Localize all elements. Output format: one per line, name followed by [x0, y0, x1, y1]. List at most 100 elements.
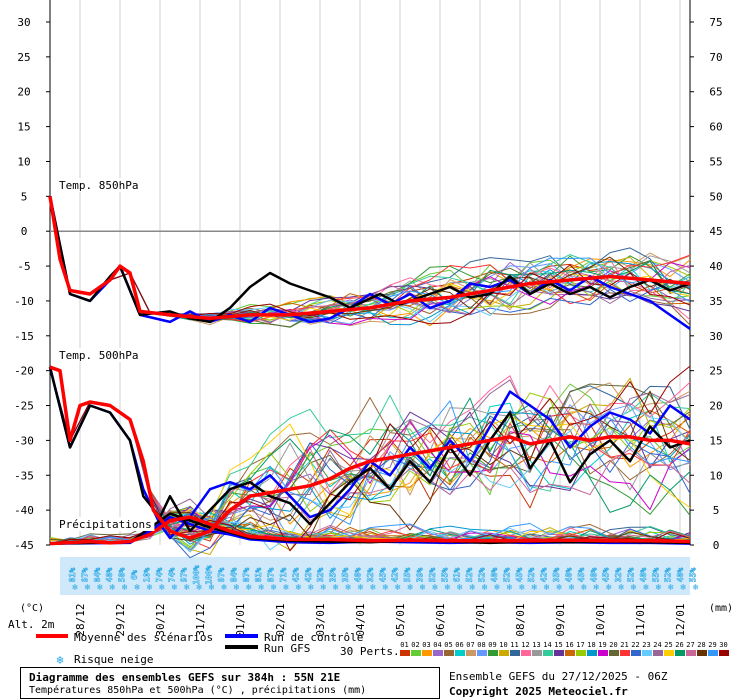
perturbation-number: 01	[400, 641, 408, 649]
snow-risk-percent: 97%	[180, 568, 189, 583]
perturbation-swatch	[642, 650, 652, 656]
snowflake-icon: ❄	[469, 583, 475, 593]
legend-gfs-label: Run GFS	[264, 642, 310, 655]
snowflake-icon: ❄	[283, 583, 289, 593]
snowflake-icon: ❄	[72, 583, 78, 593]
snowflake-icon: ❄	[432, 583, 438, 593]
snowflake-icon: ❄	[122, 583, 128, 593]
snowflake-icon: ❄	[308, 583, 314, 593]
snow-risk-percent: 48%	[564, 568, 573, 583]
mean-line-t500	[49, 365, 691, 540]
perturbation-number: 08	[477, 641, 485, 649]
perturbation-swatch	[543, 650, 553, 656]
snow-risk-percent: 74%	[167, 568, 176, 583]
left-tick-label: -35	[14, 469, 34, 482]
left-tick-label: -10	[14, 295, 34, 308]
perturbation-swatch	[697, 650, 707, 656]
x-tick-label: 02/01	[274, 603, 287, 636]
snow-risk-percent: 39%	[416, 568, 425, 583]
x-tick-label: 31/12	[194, 603, 207, 636]
snow-risk-percent: 84%	[229, 568, 238, 583]
footer-run-info: Ensemble GEFS du 27/12/2025 - 06Z	[449, 670, 668, 683]
snow-risk-percent: 55%	[440, 568, 449, 583]
snowflake-icon: ❄	[569, 583, 575, 593]
perturbation-number: 09	[488, 641, 496, 649]
snowflake-icon: ❄	[668, 583, 674, 593]
right-tick-label: 50	[709, 190, 722, 203]
x-tick-label: 28/12	[74, 603, 87, 636]
snow-risk-percent: 55%	[651, 568, 660, 583]
snowflake-icon: ❄	[482, 583, 488, 593]
perturbation-number: 27	[686, 641, 694, 649]
perturbation-number: 28	[697, 641, 705, 649]
snowflake-icon: ❄	[246, 583, 252, 593]
snow-risk-percent: 52%	[428, 568, 437, 583]
legend-perts-label: 30 Perts.	[340, 645, 400, 658]
snowflake-icon: ❄	[97, 583, 103, 593]
perturbation-swatch	[565, 650, 575, 656]
perturbation-number: 30	[719, 641, 727, 649]
x-tick-label: 29/12	[114, 603, 127, 636]
snow-risk-percent: 45%	[515, 568, 524, 583]
perturbation-number: 02	[411, 641, 419, 649]
footer-subtitle: Températures 850hPa et 500hPa (°C) , pré…	[29, 685, 367, 696]
perturbation-number: 10	[499, 641, 507, 649]
perturbation-number: 03	[422, 641, 430, 649]
right-tick-label: 20	[709, 400, 722, 413]
x-tick-label: 30/12	[154, 603, 167, 636]
snowflake-icon: ❄	[519, 583, 525, 593]
left-tick-label: 20	[17, 86, 30, 99]
perturbation-number: 26	[675, 641, 683, 649]
perturbation-swatch	[609, 650, 619, 656]
snowflake-icon: ❄	[618, 583, 624, 593]
legend-snowflake-icon: ❄	[56, 653, 63, 667]
snow-risk-percent: 10%	[142, 568, 151, 583]
x-tick-label: 11/01	[634, 603, 647, 636]
perturbation-number: 25	[664, 641, 672, 649]
snowflake-icon: ❄	[656, 583, 662, 593]
perturbation-swatch	[675, 650, 685, 656]
snow-risk-percent: 71%	[279, 568, 288, 583]
perturbation-number: 12	[521, 641, 529, 649]
snowflake-icon: ❄	[606, 583, 612, 593]
perturbation-number: 29	[708, 641, 716, 649]
right-tick-label: 60	[709, 121, 722, 134]
perturbation-swatch	[488, 650, 498, 656]
left-tick-label: -20	[14, 365, 34, 378]
right-tick-label: 75	[709, 16, 722, 29]
snow-risk-percent: 61%	[453, 568, 462, 583]
right-tick-label: 25	[709, 365, 722, 378]
snow-risk-percent: 42%	[391, 568, 400, 583]
snow-risk-percent: 52%	[465, 568, 474, 583]
snow-risk-percent: 84%	[93, 568, 102, 583]
perturbation-number: 05	[444, 641, 452, 649]
snow-risk-percent: 100%	[205, 565, 214, 584]
snowflake-icon: ❄	[445, 583, 451, 593]
snow-risk-percent: 32%	[366, 568, 375, 583]
snow-risk-percent: 97%	[217, 568, 226, 583]
perturbation-number: 21	[620, 641, 628, 649]
left-tick-label: -30	[14, 434, 34, 447]
snow-risk-percent: 52%	[527, 568, 536, 583]
legend-mean-label: Moyenne des scénarios	[74, 631, 213, 644]
snow-risk-percent: 32%	[316, 568, 325, 583]
panel-label-t500-bg	[56, 348, 142, 362]
perturbation-swatch	[422, 650, 432, 656]
snowflake-icon: ❄	[457, 583, 463, 593]
x-tick-label: 06/01	[434, 603, 447, 636]
snowflake-icon: ❄	[383, 583, 389, 593]
snowflake-icon: ❄	[358, 583, 364, 593]
left-tick-label: -15	[14, 330, 34, 343]
snow-risk-percent: 48%	[353, 568, 362, 583]
control-line-t850	[48, 196, 691, 330]
snow-risk-percent: 45%	[577, 568, 586, 583]
panel-label-t850-bg	[56, 178, 142, 192]
snowflake-icon: ❄	[172, 583, 178, 593]
snowflake-icon: ❄	[85, 583, 91, 593]
right-tick-label: 45	[709, 225, 722, 238]
x-tick-label: 09/01	[554, 603, 567, 636]
x-tick-label: 12/01	[674, 603, 687, 636]
x-tick-label: 07/01	[474, 603, 487, 636]
snow-risk-percent: 32%	[614, 568, 623, 583]
